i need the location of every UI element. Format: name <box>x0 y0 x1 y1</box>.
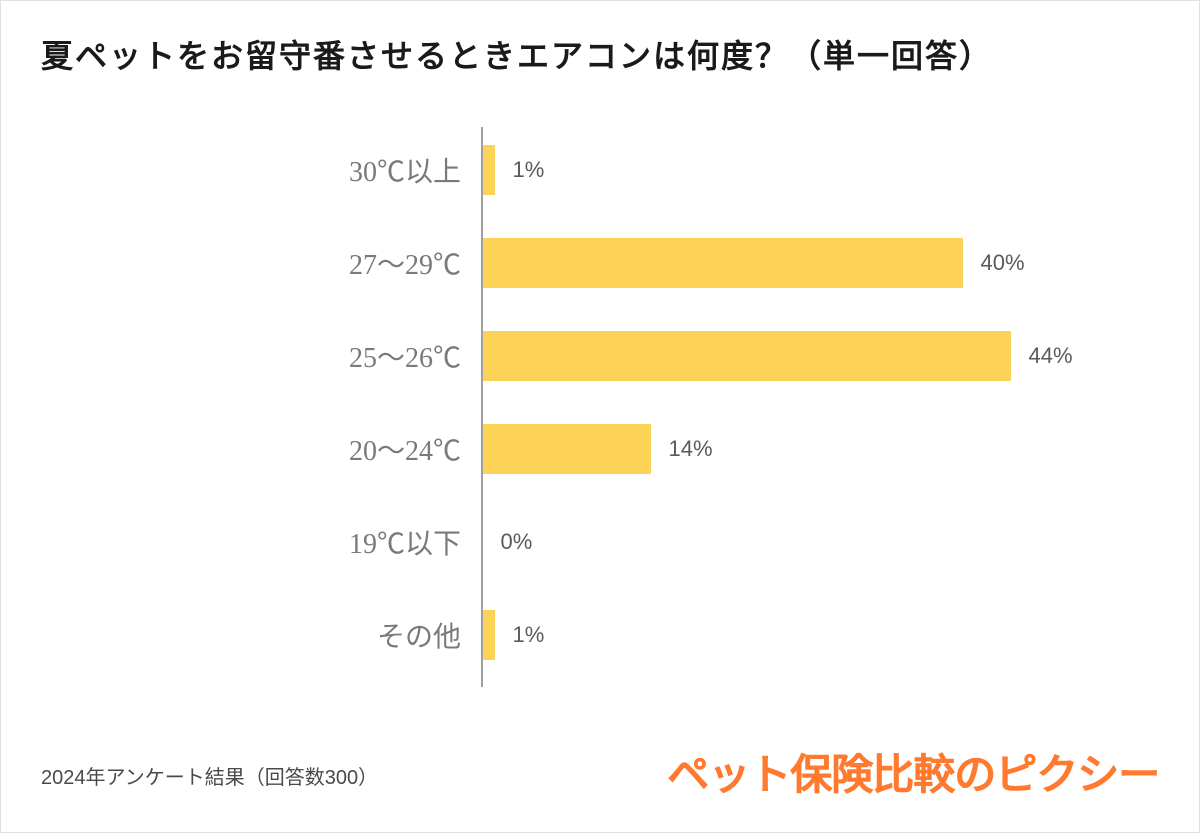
category-label: 27～29℃ <box>41 243 471 283</box>
bar <box>483 331 1011 381</box>
value-label: 14% <box>669 436 713 462</box>
bar <box>483 238 963 288</box>
bar-wrap: 40% <box>483 238 1025 288</box>
value-label: 44% <box>1029 343 1073 369</box>
chart-row: 30℃以上 1% <box>41 145 1159 195</box>
bar <box>483 610 495 660</box>
footer-note: 2024年アンケート結果（回答数300） <box>41 761 378 790</box>
bar-wrap: 1% <box>483 145 545 195</box>
bar-wrap: 44% <box>483 331 1073 381</box>
category-label: 25～26℃ <box>41 336 471 376</box>
chart-plot-area: 30℃以上 1% 27～29℃ 40% 25～26℃ 44% 20～24℃ 14% 19℃以下 0… <box>41 127 1159 687</box>
value-label: 0% <box>501 529 533 555</box>
category-label: 19℃以下 <box>41 522 471 562</box>
brand-logo-text: ペット保険比較のピクシー <box>667 741 1159 802</box>
bar-wrap: 1% <box>483 610 545 660</box>
value-label: 40% <box>981 250 1025 276</box>
y-axis-line <box>481 127 483 687</box>
category-label: 30℃以上 <box>41 150 471 190</box>
category-label: その他 <box>41 615 471 655</box>
chart-row: その他 1% <box>41 610 1159 660</box>
bar-wrap: 0% <box>483 517 533 567</box>
chart-row: 25～26℃ 44% <box>41 331 1159 381</box>
bar <box>483 145 495 195</box>
chart-row: 27～29℃ 40% <box>41 238 1159 288</box>
bar-wrap: 14% <box>483 424 713 474</box>
chart-row: 20～24℃ 14% <box>41 424 1159 474</box>
value-label: 1% <box>513 622 545 648</box>
bar <box>483 424 651 474</box>
value-label: 1% <box>513 157 545 183</box>
chart-title: 夏ペットをお留守番させるときエアコンは何度？（単一回答） <box>41 31 1159 77</box>
category-label: 20～24℃ <box>41 429 471 469</box>
chart-row: 19℃以下 0% <box>41 517 1159 567</box>
